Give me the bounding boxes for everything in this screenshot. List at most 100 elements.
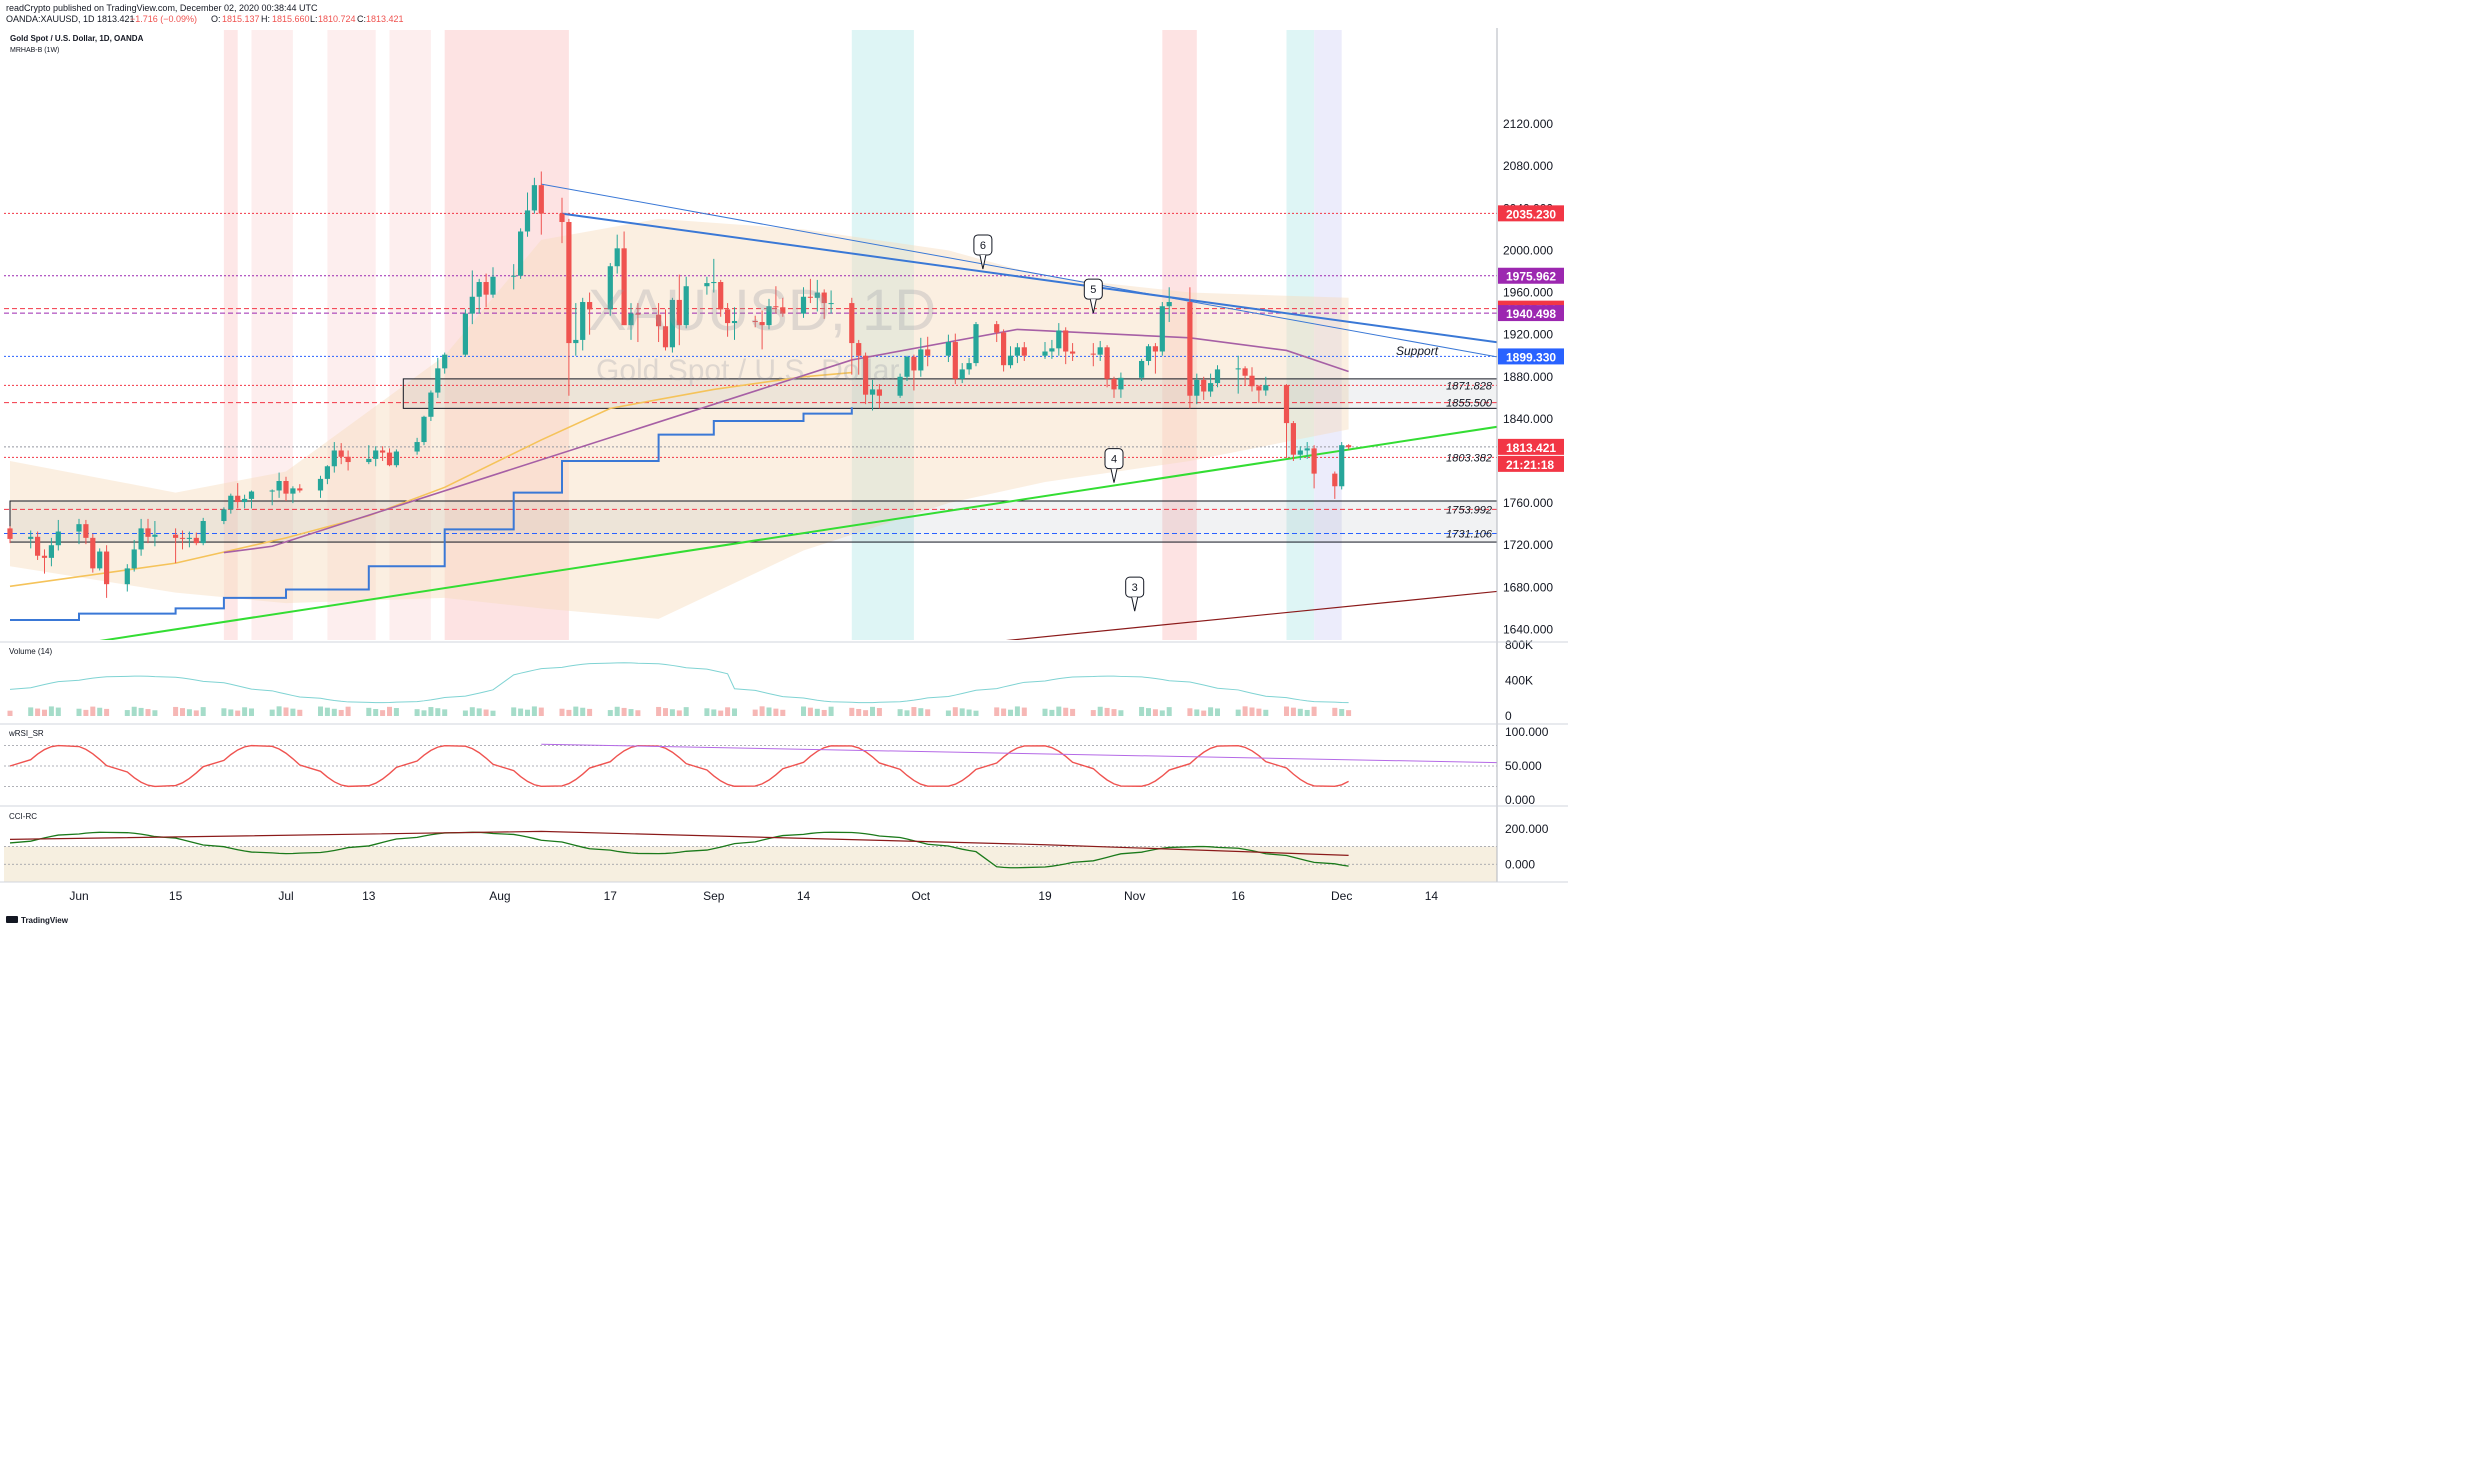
price-tick-label: 2120.000 xyxy=(1503,117,1553,131)
candle xyxy=(863,352,869,405)
volume-bar xyxy=(145,709,151,716)
volume-bar xyxy=(380,710,386,716)
price-tick-label: 1720.000 xyxy=(1503,538,1553,552)
volume-bar xyxy=(511,707,517,716)
wave-callout[interactable]: 5 xyxy=(1083,278,1103,314)
candle xyxy=(469,270,475,325)
callout-label: 3 xyxy=(1132,582,1138,594)
chart-screenshot: { "header": { "publisher": "readCrypto p… xyxy=(0,0,1568,926)
candle xyxy=(1249,367,1255,392)
volume-bar xyxy=(1187,708,1193,716)
volume-bar xyxy=(235,710,241,716)
candle xyxy=(435,357,441,398)
volume-bar xyxy=(683,707,689,716)
candle xyxy=(759,310,765,350)
trendline[interactable] xyxy=(561,212,1549,350)
volume-bar xyxy=(718,710,724,716)
candle xyxy=(41,549,48,574)
volume-bar xyxy=(1215,708,1220,716)
level-label: 1803.382 xyxy=(1446,452,1492,464)
low-label: L: xyxy=(310,14,318,24)
price-tick-label: 1880.000 xyxy=(1503,370,1553,384)
candle xyxy=(1145,344,1152,366)
candle xyxy=(662,309,669,351)
volume-bar xyxy=(1021,707,1027,716)
wave-callout[interactable]: 4 xyxy=(1104,448,1124,483)
volume-bar xyxy=(1139,706,1145,716)
candle xyxy=(538,171,544,235)
volume-bar xyxy=(1042,708,1048,716)
volume-bar xyxy=(242,707,248,716)
volume-bar xyxy=(283,707,289,716)
candle xyxy=(821,289,827,319)
candlestick-series xyxy=(7,171,1352,598)
candle xyxy=(1283,384,1290,458)
price-badge: 1940.498 xyxy=(1498,305,1564,322)
candle xyxy=(656,303,662,343)
wave-callout[interactable]: 6 xyxy=(973,234,993,270)
volume-bar xyxy=(849,707,855,716)
candle xyxy=(1201,376,1207,400)
open-value: 1815.137 xyxy=(222,14,260,24)
candle xyxy=(725,303,731,337)
candle xyxy=(511,264,517,290)
candle xyxy=(524,192,531,237)
candle xyxy=(221,507,227,525)
candle xyxy=(607,263,613,316)
open-label: O: xyxy=(211,14,221,24)
volume-tick-label: 400K xyxy=(1505,674,1533,688)
volume-bar xyxy=(1090,710,1096,716)
candle xyxy=(179,530,186,550)
time-tick-label: 13 xyxy=(362,889,376,903)
volume-bar xyxy=(1311,706,1317,716)
candle xyxy=(1187,287,1193,409)
trendline[interactable] xyxy=(38,419,1549,651)
volume-tick-label: 800K xyxy=(1505,638,1533,652)
time-tick-label: Aug xyxy=(489,889,510,903)
candle xyxy=(131,539,137,572)
volume-bar xyxy=(628,709,634,716)
volume-bar xyxy=(580,707,586,716)
volume-bar xyxy=(42,709,47,716)
candle xyxy=(414,437,420,455)
candle xyxy=(1242,366,1248,386)
volume-bar xyxy=(442,709,448,716)
candle xyxy=(104,545,110,598)
demand-zone[interactable] xyxy=(9,500,1549,543)
volume-bar xyxy=(297,709,303,716)
volume-bar xyxy=(462,710,468,716)
trendline[interactable] xyxy=(541,183,1548,366)
volume-bar xyxy=(104,708,110,716)
candle xyxy=(952,333,958,385)
volume-bar xyxy=(193,710,199,716)
candle xyxy=(1090,343,1096,367)
support-zone[interactable] xyxy=(402,378,1548,409)
volume-bar xyxy=(1118,710,1124,716)
volume-bar xyxy=(1297,708,1303,716)
candle xyxy=(83,519,89,545)
candle xyxy=(780,297,786,317)
volume-bar xyxy=(338,709,344,716)
candle xyxy=(55,519,61,551)
wave-callout[interactable]: 3 xyxy=(1125,576,1145,612)
cci-line xyxy=(9,831,1349,869)
price-tick-label: 2080.000 xyxy=(1503,159,1553,173)
price-axis[interactable]: 2120.0002080.0002040.0002000.0001960.000… xyxy=(0,28,1568,883)
candle xyxy=(200,517,206,546)
candle xyxy=(90,533,96,573)
time-axis[interactable]: Jun 15 Jul 13 Aug 17 Sep 14 Oct 19 Nov 16 Dec 14 xyxy=(69,889,1438,903)
volume-bar xyxy=(387,706,392,716)
volume-bar xyxy=(663,708,668,716)
candle xyxy=(1097,340,1103,361)
candle xyxy=(897,373,903,398)
candle xyxy=(297,484,303,493)
volume-bar xyxy=(525,709,530,716)
candle xyxy=(1256,385,1262,404)
volume-bar xyxy=(573,706,579,716)
watermark-symbol: XAUUSD, 1D xyxy=(588,278,936,343)
trendline[interactable] xyxy=(907,586,1549,650)
envelope-cloud xyxy=(10,218,1349,619)
volume-bar xyxy=(366,707,372,716)
volume-bar xyxy=(952,707,958,716)
volume-bar xyxy=(1242,706,1248,716)
